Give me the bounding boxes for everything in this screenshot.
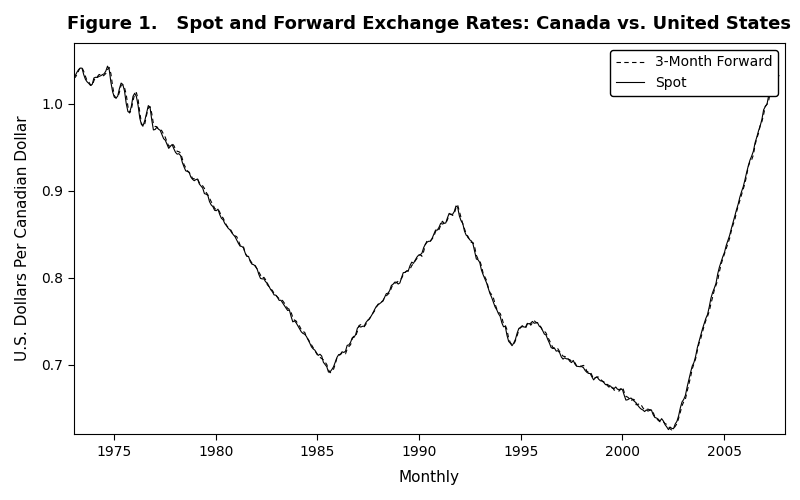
Spot	[664, 426, 674, 432]
3-Month Forward	[774, 73, 784, 79]
Spot	[291, 320, 301, 326]
Title: Figure 1.   Spot and Forward Exchange Rates: Canada vs. United States: Figure 1. Spot and Forward Exchange Rate…	[67, 15, 791, 33]
3-Month Forward	[648, 410, 658, 416]
3-Month Forward	[291, 318, 301, 324]
Spot	[575, 364, 585, 370]
Line: 3-Month Forward: 3-Month Forward	[74, 67, 779, 430]
X-axis label: Monthly: Monthly	[398, 470, 460, 485]
3-Month Forward	[507, 342, 517, 347]
3-Month Forward	[667, 427, 677, 433]
Spot	[69, 73, 78, 79]
Spot	[774, 72, 784, 78]
3-Month Forward	[75, 64, 85, 70]
Spot	[596, 378, 606, 384]
Line: Spot: Spot	[74, 66, 779, 430]
3-Month Forward	[575, 363, 585, 369]
3-Month Forward	[78, 64, 87, 70]
3-Month Forward	[69, 74, 78, 80]
Legend: 3-Month Forward, Spot: 3-Month Forward, Spot	[610, 50, 778, 96]
Spot	[507, 342, 517, 348]
3-Month Forward	[596, 376, 606, 382]
Y-axis label: U.S. Dollars Per Canadian Dollar: U.S. Dollars Per Canadian Dollar	[15, 116, 30, 362]
Spot	[102, 63, 112, 69]
Spot	[648, 412, 658, 418]
Spot	[75, 65, 85, 71]
